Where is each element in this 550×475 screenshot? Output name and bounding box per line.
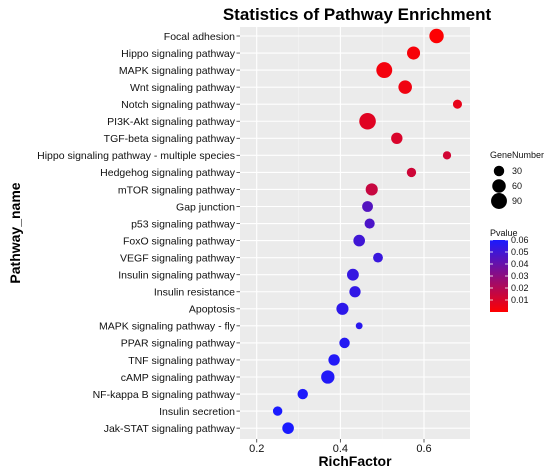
x-axis-title: RichFactor [318, 453, 392, 469]
color-legend-label: 0.02 [511, 283, 529, 293]
size-legend-dot [492, 179, 506, 193]
pathway-label: Apoptosis [189, 304, 235, 316]
data-point [452, 99, 462, 109]
plot-panel [240, 27, 470, 439]
color-legend-label: 0.04 [511, 259, 529, 269]
y-axis-title: Pathway_name [7, 182, 23, 283]
color-legend-label: 0.01 [511, 295, 529, 305]
data-point [406, 167, 417, 178]
data-points [272, 28, 462, 434]
pathway-label: Gap junction [176, 201, 235, 213]
pvalue-colorbar [490, 240, 508, 312]
data-point [391, 132, 403, 144]
size-legend-dot [491, 193, 507, 209]
size-legend-dot [493, 165, 505, 177]
data-point [398, 80, 412, 94]
pathway-label: NF-kappa B signaling pathway [93, 389, 236, 401]
data-point [339, 337, 350, 349]
size-legend-label: 60 [512, 181, 522, 191]
pathway-label: TGF-beta signaling pathway [104, 133, 236, 145]
color-legend-label: 0.05 [511, 247, 529, 257]
pathway-label: PI3K-Akt signaling pathway [107, 116, 236, 128]
data-point [407, 46, 421, 60]
pathway-label: mTOR signaling pathway [118, 184, 236, 196]
size-legend-label: 30 [512, 166, 522, 176]
pathway-label: TNF signaling pathway [128, 355, 236, 367]
data-point [321, 370, 335, 384]
pathway-label: Hedgehog signaling pathway [100, 167, 236, 179]
data-point [376, 62, 393, 79]
data-point [365, 183, 378, 196]
pathway-label: Insulin signaling pathway [118, 270, 235, 282]
x-tick-label: 0.4 [333, 443, 348, 455]
data-point [297, 388, 308, 400]
x-tick-label: 0.2 [249, 443, 264, 455]
pathway-label: Focal adhesion [164, 31, 235, 43]
pathway-label: cAMP signaling pathway [121, 372, 236, 384]
data-point [282, 422, 294, 434]
data-point [347, 268, 359, 281]
data-point [373, 252, 383, 263]
pathway-label: Hippo signaling pathway [121, 48, 236, 60]
pathway-label: PPAR signaling pathway [121, 338, 236, 350]
data-point [272, 406, 283, 416]
chart-title: Statistics of Pathway Enrichment [223, 5, 492, 24]
pathway-label: Insulin resistance [154, 287, 235, 299]
data-point [362, 201, 373, 212]
size-legend-label: 90 [512, 196, 522, 206]
data-point [429, 28, 444, 44]
data-point [355, 322, 363, 330]
color-legend-label: 0.03 [511, 271, 529, 281]
x-tick-label: 0.6 [416, 443, 431, 455]
data-point [359, 112, 376, 130]
pathway-label: FoxO signaling pathway [123, 235, 236, 247]
color-legend-label: 0.06 [511, 235, 529, 245]
x-axis-ticks: 0.2 0.4 0.6 [249, 439, 432, 455]
data-point [336, 302, 349, 315]
data-point [328, 354, 340, 366]
color-legend-ticks: 0.06 0.05 0.04 0.03 0.02 0.01 [490, 235, 529, 305]
pathway-label: Wnt signaling pathway [130, 82, 236, 94]
data-point [349, 286, 361, 298]
size-legend-title: GeneNumber [490, 150, 544, 160]
data-point [364, 218, 375, 229]
color-legend-title: Pvalue [490, 228, 518, 238]
pathway-label: VEGF signaling pathway [120, 252, 236, 264]
pathway-label: Hippo signaling pathway - multiple speci… [37, 150, 235, 162]
pathway-label: Jak-STAT signaling pathway [104, 423, 236, 435]
data-point [353, 234, 365, 247]
pathway-label: MAPK signaling pathway [119, 65, 236, 77]
size-legend: 30 60 90 [491, 165, 522, 209]
pathway-labels: Focal adhesion Hippo signaling pathway MAP… [37, 31, 240, 435]
data-point [442, 151, 452, 160]
pathway-label: p53 signaling pathway [131, 218, 236, 230]
pathway-label: MAPK signaling pathway - fly [99, 321, 236, 333]
pathway-label: Notch signaling pathway [121, 99, 236, 111]
grid-lines [240, 27, 470, 439]
pathway-label: Insulin secretion [159, 406, 235, 418]
